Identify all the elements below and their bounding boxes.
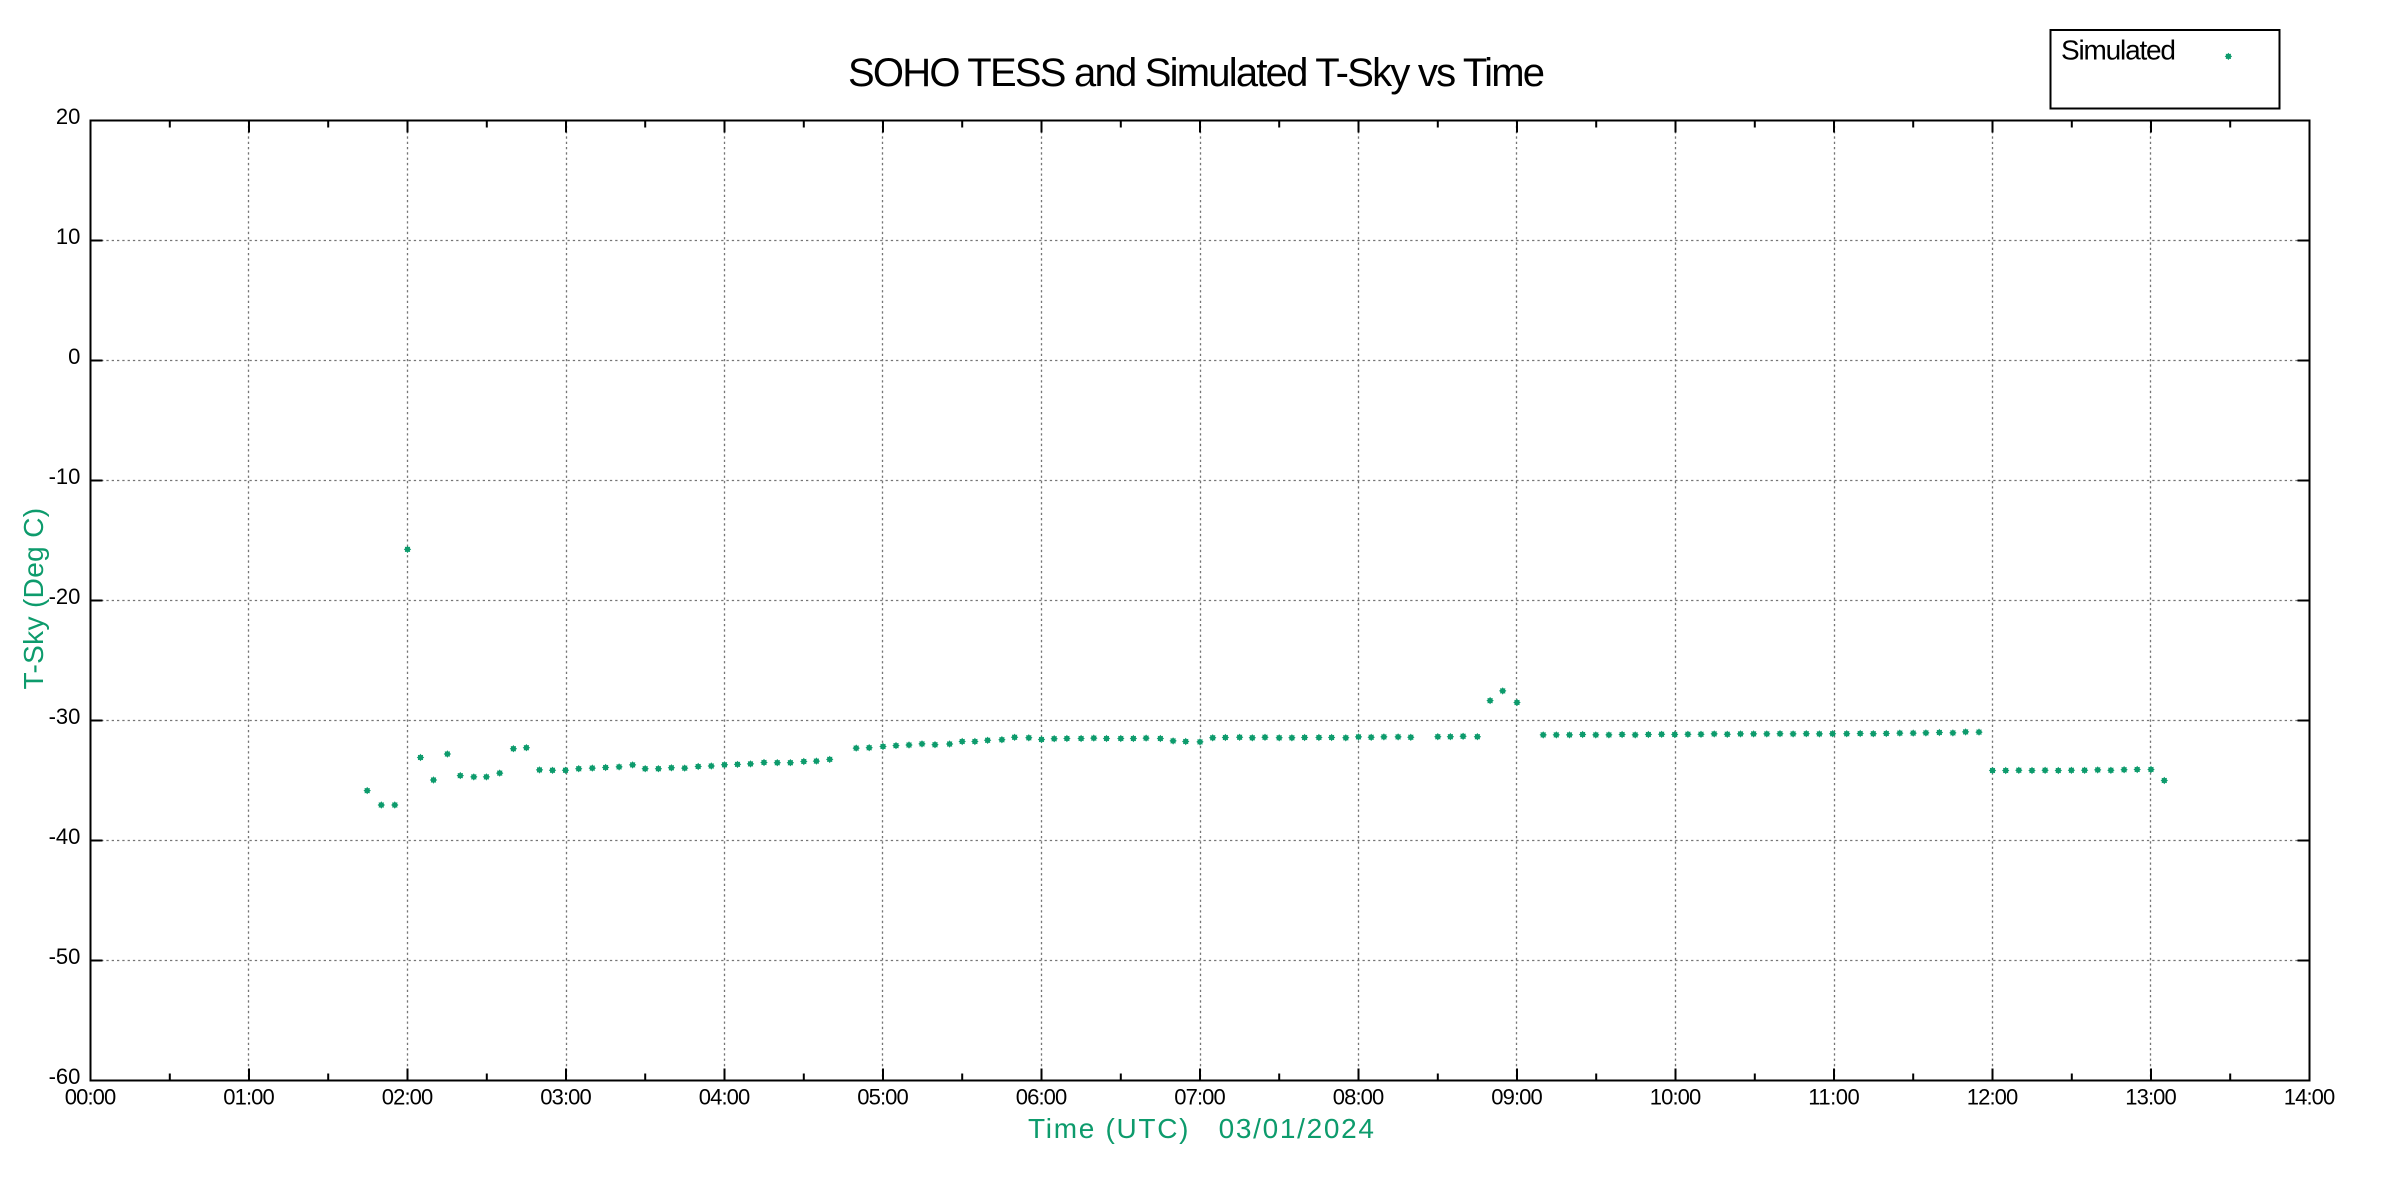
svg-text:13:00: 13:00 xyxy=(2125,1084,2177,1109)
svg-text:12:00: 12:00 xyxy=(1967,1084,2019,1109)
svg-text:20: 20 xyxy=(56,104,80,129)
svg-text:-10: -10 xyxy=(49,464,81,489)
svg-text:08:00: 08:00 xyxy=(1333,1084,1385,1109)
svg-text:07:00: 07:00 xyxy=(1174,1084,1226,1109)
svg-text:-20: -20 xyxy=(49,584,81,609)
svg-text:-40: -40 xyxy=(49,824,81,849)
svg-text:0: 0 xyxy=(68,344,80,369)
svg-text:09:00: 09:00 xyxy=(1491,1084,1543,1109)
svg-text:03:00: 03:00 xyxy=(540,1084,592,1109)
svg-text:14:00: 14:00 xyxy=(2284,1084,2336,1109)
svg-text:10:00: 10:00 xyxy=(1650,1084,1702,1109)
svg-text:T-Sky (Deg C): T-Sky (Deg C) xyxy=(18,508,49,690)
svg-text:10: 10 xyxy=(56,224,80,249)
svg-text:-60: -60 xyxy=(49,1064,81,1089)
svg-text:01:00: 01:00 xyxy=(223,1084,275,1109)
svg-text:-30: -30 xyxy=(49,704,81,729)
svg-text:00:00: 00:00 xyxy=(65,1084,117,1109)
svg-text:02:00: 02:00 xyxy=(382,1084,434,1109)
svg-text:05:00: 05:00 xyxy=(857,1084,909,1109)
svg-text:-50: -50 xyxy=(49,944,81,969)
svg-text:Simulated: Simulated xyxy=(2061,35,2176,66)
svg-text:Time (UTC) 03/01/2024: Time (UTC) 03/01/2024 xyxy=(1028,1113,1374,1144)
svg-text:SOHO TESS and Simulated T-Sky: SOHO TESS and Simulated T-Sky vs Time xyxy=(848,51,1545,95)
svg-text:04:00: 04:00 xyxy=(699,1084,751,1109)
svg-text:11:00: 11:00 xyxy=(1808,1084,1860,1109)
svg-text:06:00: 06:00 xyxy=(1016,1084,1068,1109)
